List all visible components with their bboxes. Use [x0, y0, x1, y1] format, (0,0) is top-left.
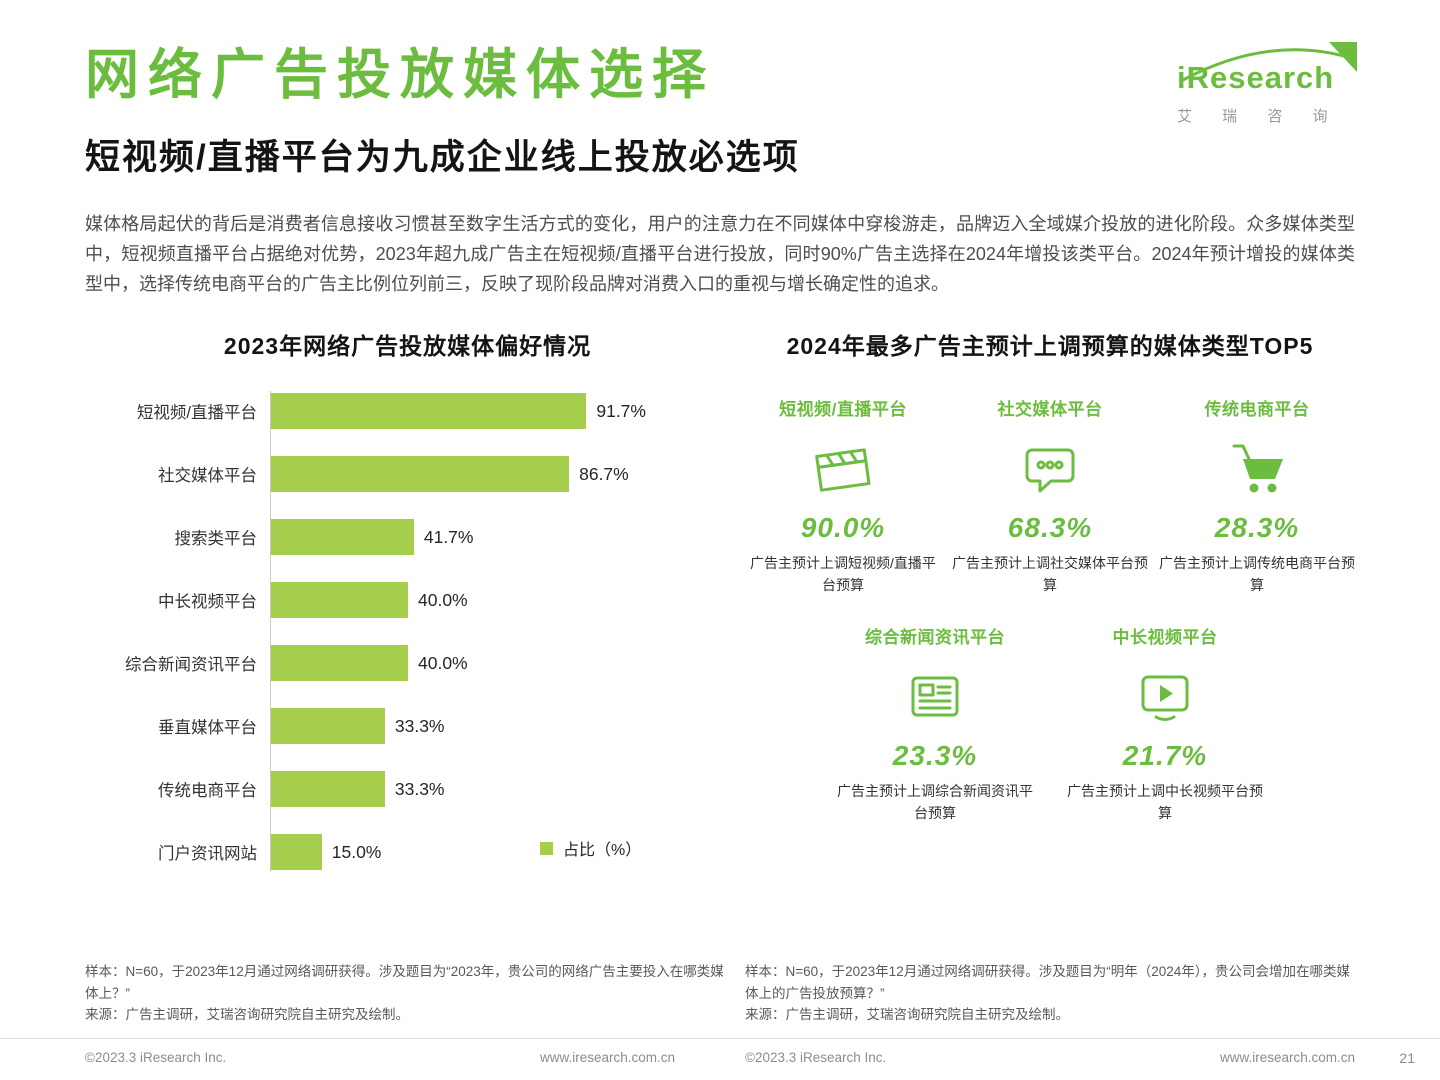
bar-category-label: 社交媒体平台	[158, 467, 257, 486]
content-area: 2023年网络广告投放媒体偏好情况 短视频/直播平台 91.7% 社交媒体平台 86.…	[85, 327, 1355, 1038]
bar-value-label: 33.3%	[394, 778, 445, 799]
budget-increase-desc: 广告主预计上调中长视频平台预算	[1067, 782, 1263, 821]
bar	[270, 519, 414, 556]
footer-left-block: ©2023.3 iResearch Inc. www.iresearch.com…	[85, 1050, 675, 1065]
copyright-left: ©2023.3 iResearch Inc.	[85, 1050, 227, 1065]
legend-label: 占比（%）	[563, 842, 642, 860]
bar-row: 中长视频平台 40.0%	[85, 582, 730, 619]
logo-brand-chinese: 艾 瑞 咨 询	[1177, 108, 1341, 125]
logo-swoosh-icon	[1182, 42, 1357, 82]
bar-category-label: 中长视频平台	[158, 593, 257, 612]
media-type-label: 社交媒体平台	[997, 400, 1103, 420]
top5-item-news: 综合新闻资讯平台 23.3% 广告主预计上调综合新闻资讯平台预算	[837, 623, 1033, 824]
bar-row: 综合新闻资讯平台 40.0%	[85, 645, 730, 682]
copyright-right: ©2023.3 iResearch Inc.	[745, 1050, 887, 1065]
iresearch-logo: iResearch 艾 瑞 咨 询	[1177, 42, 1357, 126]
bar-chart: 短视频/直播平台 91.7% 社交媒体平台 86.7% 搜索类平台 41.7% 中长视频平台…	[85, 391, 730, 873]
top5-title: 2024年最多广告主预计上调预算的媒体类型TOP5	[786, 333, 1314, 360]
site-url-right: www.iresearch.com.cn	[1219, 1050, 1355, 1065]
budget-increase-percent: 23.3%	[892, 739, 978, 771]
budget-increase-percent: 21.7%	[1122, 739, 1208, 771]
top5-item-mid-long-video: 中长视频平台 21.7% 广告主预计上调中长视频平台预算	[1067, 623, 1263, 824]
sample-note-left: 样本：N=60，于2023年12月通过网络调研获得。涉及题目为“2023年，贵公…	[85, 964, 724, 1001]
page-title: 网络广告投放媒体选择	[85, 45, 715, 105]
bar-row: 传统电商平台 33.3%	[85, 771, 730, 808]
page-footer: ©2023.3 iResearch Inc. www.iresearch.com…	[0, 1038, 1440, 1080]
bar-value-label: 15.0%	[331, 841, 382, 862]
top5-section: 2024年最多广告主预计上调预算的媒体类型TOP5 短视频/直播平台	[745, 327, 1355, 1038]
bar-chart-rows: 短视频/直播平台 91.7% 社交媒体平台 86.7% 搜索类平台 41.7% 中长视频平台…	[85, 391, 730, 873]
page-header: 网络广告投放媒体选择 短视频/直播平台为九成企业线上投放必选项 iResearc…	[85, 42, 1357, 180]
budget-increase-percent: 68.3%	[1007, 512, 1093, 544]
newspaper-icon	[903, 662, 967, 732]
bar-category-label: 短视频/直播平台	[136, 404, 257, 423]
source-note-right: 来源：广告主调研，艾瑞咨询研究院自主研究及绘制。	[745, 1007, 1069, 1023]
shopping-cart-icon	[1225, 434, 1289, 504]
bar-chart-section: 2023年网络广告投放媒体偏好情况 短视频/直播平台 91.7% 社交媒体平台 86.…	[85, 327, 730, 1038]
top5-footnotes: 样本：N=60，于2023年12月通过网络调研获得。涉及题目为“明年（2024年…	[745, 961, 1355, 1038]
budget-increase-percent: 28.3%	[1214, 512, 1300, 544]
bar-value-label: 33.3%	[394, 715, 445, 736]
bar-row: 门户资讯网站 15.0%	[85, 834, 730, 871]
chat-bubble-icon	[1018, 434, 1082, 504]
bar-value-label: 41.7%	[423, 526, 474, 547]
bar	[270, 834, 322, 871]
bar-row: 社交媒体平台 86.7%	[85, 456, 730, 493]
media-type-label: 短视频/直播平台	[779, 400, 907, 420]
bar	[270, 645, 408, 682]
top5-item-social-media: 社交媒体平台 68.3% 广告主预计上调社交媒体平台预算	[952, 395, 1148, 596]
top5-row-1: 短视频/直播平台 90.0% 广告	[745, 395, 1355, 596]
media-type-label: 综合新闻资讯平台	[865, 627, 1005, 647]
bar-category-label: 垂直媒体平台	[158, 719, 257, 738]
top5-item-ecommerce: 传统电商平台 28.3% 广告主预计上调传统电商平台预算	[1159, 395, 1355, 596]
bar	[270, 582, 408, 619]
bar-row: 垂直媒体平台 33.3%	[85, 708, 730, 745]
budget-increase-desc: 广告主预计上调综合新闻资讯平台预算	[837, 782, 1033, 821]
top5-item-short-video: 短视频/直播平台 90.0% 广告	[745, 395, 941, 596]
bar-value-label: 91.7%	[596, 400, 646, 421]
bar-category-label: 综合新闻资讯平台	[125, 656, 257, 675]
footer-right-block: ©2023.3 iResearch Inc. www.iresearch.com…	[745, 1050, 1383, 1065]
bar	[270, 771, 385, 808]
clapperboard-icon	[811, 434, 875, 504]
logo-brand-text: iResearch	[1177, 60, 1335, 95]
media-type-label: 传统电商平台	[1204, 400, 1310, 420]
bar-category-label: 门户资讯网站	[158, 845, 257, 864]
page-number: 21	[1399, 1050, 1415, 1066]
bar	[270, 393, 587, 430]
bar	[270, 456, 570, 493]
bar-row: 短视频/直播平台 91.7%	[85, 393, 730, 430]
top5-row-2: 综合新闻资讯平台 23.3% 广告主预计上调综合新闻资讯平台预算	[745, 623, 1355, 824]
chart-title: 2023年网络广告投放媒体偏好情况	[223, 333, 592, 360]
page-subtitle: 短视频/直播平台为九成企业线上投放必选项	[85, 138, 800, 178]
bar-value-label: 40.0%	[418, 589, 468, 610]
budget-increase-desc: 广告主预计上调传统电商平台预算	[1159, 555, 1355, 594]
legend-swatch	[540, 841, 553, 855]
intro-paragraph: 媒体格局起伏的背后是消费者信息接收习惯甚至数字生活方式的变化，用户的注意力在不同…	[85, 214, 1355, 294]
video-player-icon	[1133, 662, 1197, 732]
bar	[270, 708, 385, 745]
site-url-left: www.iresearch.com.cn	[539, 1050, 675, 1065]
source-note-left: 来源：广告主调研，艾瑞咨询研究院自主研究及绘制。	[85, 1007, 409, 1023]
budget-increase-desc: 广告主预计上调短视频/直播平台预算	[750, 555, 936, 594]
bar-value-label: 86.7%	[579, 463, 629, 484]
media-type-label: 中长视频平台	[1112, 627, 1218, 647]
sample-note-right: 样本：N=60，于2023年12月通过网络调研获得。涉及题目为“明年（2024年…	[745, 964, 1350, 1001]
budget-increase-percent: 90.0%	[800, 512, 886, 544]
bar-category-label: 传统电商平台	[158, 782, 257, 801]
chart-legend: 占比（%）	[540, 836, 641, 860]
budget-increase-desc: 广告主预计上调社交媒体平台预算	[952, 555, 1148, 594]
bar-value-label: 40.0%	[418, 652, 468, 673]
chart-footnotes: 样本：N=60，于2023年12月通过网络调研获得。涉及题目为“2023年，贵公…	[85, 961, 730, 1038]
bar-category-label: 搜索类平台	[174, 530, 258, 549]
bar-row: 搜索类平台 41.7%	[85, 519, 730, 556]
title-block: 网络广告投放媒体选择 短视频/直播平台为九成企业线上投放必选项	[85, 45, 800, 180]
